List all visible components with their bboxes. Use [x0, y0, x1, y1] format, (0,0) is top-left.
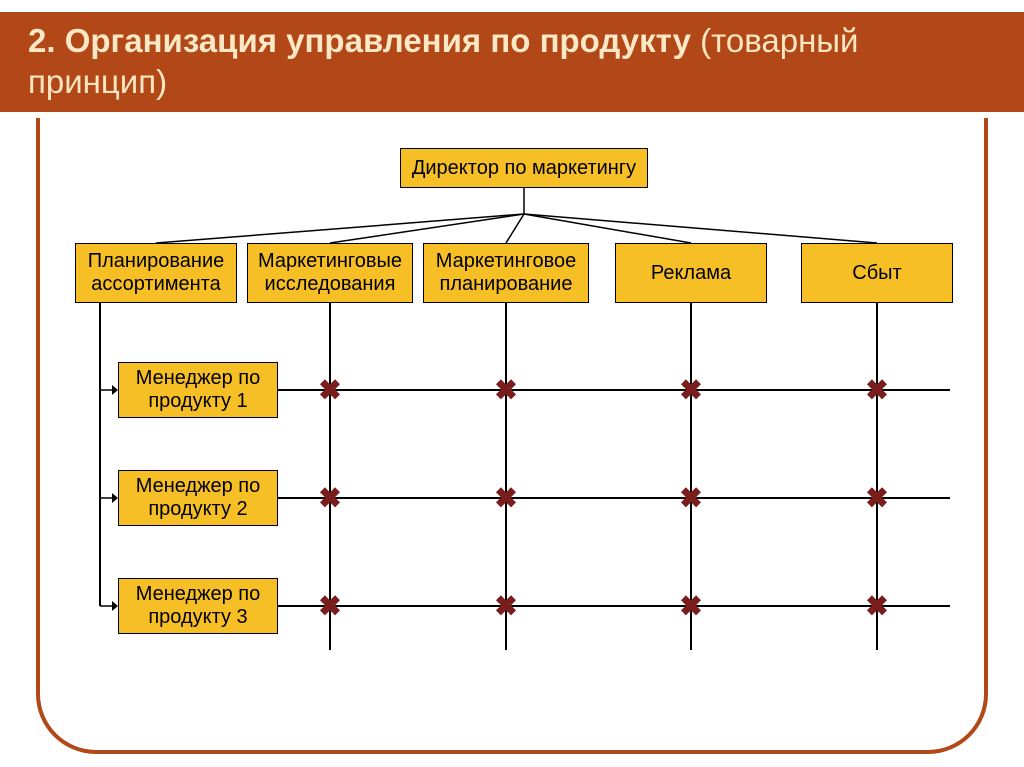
grid-hline-2 — [278, 605, 950, 607]
cross-icon: ✖ — [865, 374, 888, 407]
department-box-0: Планирование ассортимента — [75, 243, 237, 303]
manager-box-0: Менеджер по продукту 1 — [118, 362, 278, 418]
department-box-2: Маркетинговое планирование — [423, 243, 589, 303]
cross-icon: ✖ — [865, 590, 888, 623]
cross-icon: ✖ — [318, 374, 341, 407]
manager-box-2: Менеджер по продукту 3 — [118, 578, 278, 634]
department-box-3: Реклама — [615, 243, 767, 303]
director-box: Директор по маркетингу — [400, 148, 648, 188]
cross-icon: ✖ — [318, 482, 341, 515]
department-box-4: Сбыт — [801, 243, 953, 303]
cross-icon: ✖ — [679, 590, 702, 623]
cross-icon: ✖ — [679, 374, 702, 407]
cross-icon: ✖ — [865, 482, 888, 515]
cross-icon: ✖ — [494, 374, 517, 407]
grid-hline-1 — [278, 497, 950, 499]
manager-box-1: Менеджер по продукту 2 — [118, 470, 278, 526]
grid-hline-0 — [278, 389, 950, 391]
manager-feed-vline — [99, 303, 101, 606]
cross-icon: ✖ — [494, 590, 517, 623]
department-box-1: Маркетинговые исследования — [247, 243, 413, 303]
org-diagram: Директор по маркетингу Планирование ассор… — [0, 0, 1024, 767]
cross-icon: ✖ — [679, 482, 702, 515]
cross-icon: ✖ — [318, 590, 341, 623]
cross-icon: ✖ — [494, 482, 517, 515]
